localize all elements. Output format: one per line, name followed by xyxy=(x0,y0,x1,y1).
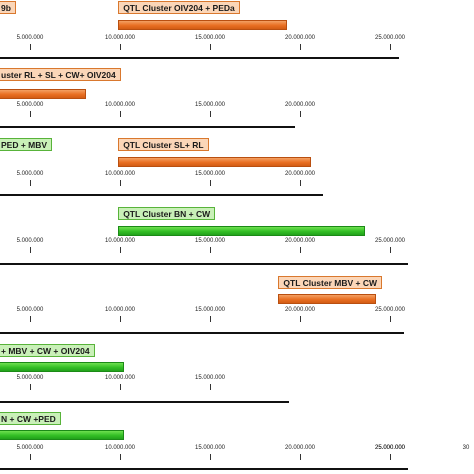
axis-tick-label: 10.000.000 xyxy=(104,35,136,41)
qtl-interval-bar[interactable] xyxy=(118,226,365,236)
axis-tick-label: 15.000.000 xyxy=(194,35,226,41)
qtl-cluster-label[interactable]: QTL Cluster SL+ RL xyxy=(118,138,209,151)
axis-tick xyxy=(30,454,31,460)
chromosome-axis-line xyxy=(0,468,408,470)
axis-tick-label: 5.000.000 xyxy=(16,445,44,451)
chromosome-axis-line xyxy=(0,57,399,59)
qtl-cluster-label-ped-mbv[interactable]: PED + MBV xyxy=(0,138,53,151)
axis-tick xyxy=(390,454,391,460)
qtl-cluster-label[interactable]: N + CW +PED xyxy=(0,412,61,425)
axis-tick xyxy=(120,384,121,390)
axis-tick-label: 15.000.000 xyxy=(194,171,226,177)
axis-tick xyxy=(30,316,31,322)
qtl-interval-bar[interactable] xyxy=(0,362,124,372)
axis-tick-label: 15.000.000 xyxy=(194,238,226,244)
axis-tick-label: 10.000.000 xyxy=(104,102,136,108)
axis-tick xyxy=(210,454,211,460)
axis-tick-label: 25.000.000 xyxy=(374,445,406,451)
axis-tick-label: 15.000.000 xyxy=(194,102,226,108)
axis-tick xyxy=(120,247,121,253)
qtl-interval-bar[interactable] xyxy=(0,430,124,440)
axis-tick-label: 20.000.000 xyxy=(284,102,316,108)
qtl-cluster-label[interactable]: QTL Cluster BN + CW xyxy=(118,207,216,220)
qtl-cluster-label[interactable]: uster RL + SL + CW+ OIV204 xyxy=(0,68,121,81)
axis-tick xyxy=(300,316,301,322)
axis-tick xyxy=(210,247,211,253)
axis-tick xyxy=(30,180,31,186)
qtl-interval-bar[interactable] xyxy=(118,157,311,167)
axis-tick xyxy=(120,316,121,322)
axis-tick-label: 5.000.000 xyxy=(16,375,44,381)
axis-tick-label: 30 xyxy=(462,445,470,451)
axis-tick-label: 10.000.000 xyxy=(104,445,136,451)
axis-tick-label: 5.000.000 xyxy=(16,102,44,108)
axis-tick xyxy=(300,44,301,50)
axis-tick xyxy=(30,44,31,50)
axis-tick xyxy=(120,44,121,50)
axis-tick-label: 20.000.000 xyxy=(284,307,316,313)
axis-tick xyxy=(300,454,301,460)
axis-tick-label: 25.000.000 xyxy=(374,35,406,41)
axis-tick-label: 25.000.000 xyxy=(374,307,406,313)
axis-tick-label: 20.000.000 xyxy=(284,35,316,41)
axis-tick xyxy=(210,180,211,186)
axis-tick xyxy=(120,180,121,186)
axis-tick xyxy=(390,247,391,253)
axis-tick xyxy=(30,384,31,390)
axis-tick-label: 20.000.000 xyxy=(284,445,316,451)
axis-tick-label: 5.000.000 xyxy=(16,171,44,177)
qtl-cluster-label[interactable]: QTL Cluster MBV + CW xyxy=(278,276,382,289)
axis-tick xyxy=(300,247,301,253)
axis-tick xyxy=(120,454,121,460)
qtl-cluster-label[interactable]: QTL Cluster OIV204 + PEDa xyxy=(118,1,240,14)
axis-tick-label: 15.000.000 xyxy=(194,307,226,313)
chromosome-axis-line xyxy=(0,126,295,128)
axis-tick xyxy=(210,44,211,50)
axis-tick-label: 5.000.000 xyxy=(16,35,44,41)
qtl-interval-bar[interactable] xyxy=(0,89,86,99)
axis-tick-label: 15.000.000 xyxy=(194,375,226,381)
axis-tick-label: 10.000.000 xyxy=(104,375,136,381)
chromosome-axis-line xyxy=(0,194,324,196)
chromosome-axis-line xyxy=(0,401,290,403)
axis-tick xyxy=(390,44,391,50)
axis-tick-label: 5.000.000 xyxy=(16,307,44,313)
axis-tick-label: 25.000.000 xyxy=(374,445,406,451)
chromosome-axis-line xyxy=(0,263,408,265)
axis-tick-label: 15.000.000 xyxy=(194,445,226,451)
chromosome-axis-line xyxy=(0,332,405,334)
qtl-interval-bar[interactable] xyxy=(278,294,376,304)
qtl-interval-bar[interactable] xyxy=(118,20,288,30)
axis-tick xyxy=(210,316,211,322)
axis-tick-label: 10.000.000 xyxy=(104,238,136,244)
axis-tick-label: 5.000.000 xyxy=(16,238,44,244)
qtl-cluster-label[interactable]: + MBV + CW + OIV204 xyxy=(0,344,95,357)
axis-tick xyxy=(300,180,301,186)
axis-tick-label: 25.000.000 xyxy=(374,238,406,244)
axis-tick xyxy=(390,316,391,322)
axis-tick xyxy=(30,111,31,117)
axis-tick-label: 20.000.000 xyxy=(284,171,316,177)
axis-tick xyxy=(210,111,211,117)
axis-tick-label: 20.000.000 xyxy=(284,238,316,244)
qtl-cluster-label[interactable]: 9b xyxy=(0,1,16,14)
axis-tick xyxy=(30,247,31,253)
axis-tick xyxy=(300,111,301,117)
axis-tick-label: 10.000.000 xyxy=(104,171,136,177)
axis-tick-label: 10.000.000 xyxy=(104,307,136,313)
axis-tick xyxy=(210,384,211,390)
axis-tick xyxy=(120,111,121,117)
